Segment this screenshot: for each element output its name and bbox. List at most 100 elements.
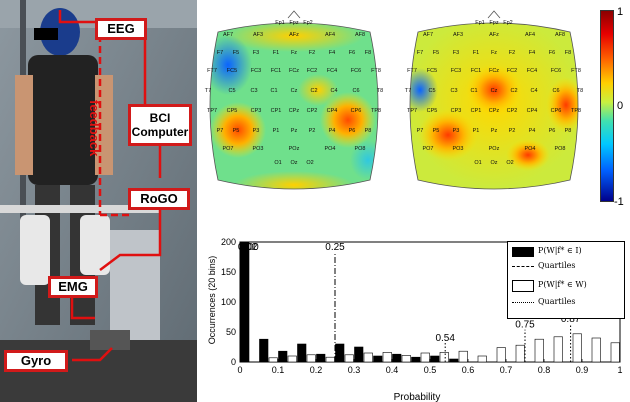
electrode-label-right-p3: P3 [453,128,460,134]
electrode-label-left-ft7: FT7 [207,68,217,74]
electrode-label-right-cp3: CP3 [451,108,462,114]
electrode-label-right-pz: Pz [491,128,498,134]
electrode-label-left-fc1: FC1 [271,68,281,74]
electrode-label-left-fc6: FC6 [351,68,361,74]
electrode-label-right-f2: F2 [509,50,515,56]
electrode-label-left-fz: Fz [291,50,297,56]
electrode-label-left-po4: PO4 [324,146,335,152]
bar-hollow [477,355,487,363]
electrode-label-left-fc3: FC3 [251,68,261,74]
legend-swatch-dotted [512,302,534,303]
bar-hollow [382,352,392,363]
electrode-label-right-af4: AF4 [525,32,535,38]
electrode-label-right-fz: Fz [491,50,497,56]
electrode-label-right-t7: T7 [405,88,411,94]
electrode-label-right-poz: POz [489,146,500,152]
electrode-label-left-f7: F7 [217,50,223,56]
x-tick-label: 0.7 [500,365,513,375]
electrode-label-left-p7: P7 [217,128,224,134]
electrode-label-left-fp2: Fp2 [303,20,312,26]
electrode-label-right-c5: C5 [428,88,435,94]
electrode-label-right-o2: O2 [506,160,513,166]
x-tick-label: 1 [617,365,622,375]
electrode-label-left-oz: Oz [290,160,297,166]
electrode-label-right-fc1: FC1 [471,68,481,74]
electrode-label-right-p8: P8 [565,128,572,134]
electrode-label-left-fcz: FCz [289,68,299,74]
bar-hollow [344,354,354,363]
electrode-label-right-fc6: FC6 [551,68,561,74]
bar-filled [430,355,440,363]
electrode-label-left-f4: F4 [329,50,335,56]
electrode-label-right-p7: P7 [417,128,424,134]
rogo-label: RoGO [128,188,190,210]
electrode-label-left-ft8: FT8 [371,68,381,74]
electrode-label-right-fc4: FC4 [527,68,537,74]
electrode-label-left-t7: T7 [205,88,211,94]
bar-hollow [591,337,601,363]
x-tick-label: 0.9 [576,365,589,375]
legend-entry-quartiles-1: Quartiles [538,261,576,270]
electrode-label-left-cp4: CP4 [327,108,338,114]
electrode-label-left-po7: PO7 [222,146,233,152]
electrode-label-right-fc3: FC3 [451,68,461,74]
electrode-label-left-p3: P3 [253,128,260,134]
electrode-label-left-cp6: CP6 [351,108,362,114]
bar-filled [411,356,421,363]
electrode-label-left-fp1: Fp1 [275,20,284,26]
electrode-label-right-f5: F5 [433,50,439,56]
legend-entry-hollow: P(W|f* ∈ W) [538,280,587,289]
bar-hollow [534,338,544,363]
bar-hollow [401,355,411,363]
x-tick-label: 0.6 [462,365,475,375]
colorbar-tick-min: -1 [614,196,624,208]
feedback-label: feedback [87,100,102,157]
electrode-label-left-o2: O2 [306,160,313,166]
bar-hollow [458,350,468,363]
electrode-label-left-fc2: FC2 [307,68,317,74]
bar-hollow [363,352,373,363]
bar-hollow [420,352,430,363]
electrode-label-right-f7: F7 [417,50,423,56]
electrode-label-left-p4: P4 [329,128,336,134]
bar-hollow [572,333,582,363]
electrode-label-right-c1: C1 [470,88,477,94]
electrode-label-left-f3: F3 [253,50,259,56]
electrode-label-right-p5: P5 [433,128,440,134]
legend-entry-filled: P(W|f* ∈ I) [538,246,582,255]
x-tick-label: 0.1 [272,365,285,375]
gyro-label: Gyro [4,350,68,372]
electrode-label-left-tp8: TP8 [371,108,381,114]
electrode-label-left-f1: F1 [273,50,279,56]
bar-hollow [325,356,335,363]
electrode-label-left-af7: AF7 [223,32,233,38]
electrode-label-left-c1: C1 [270,88,277,94]
electrode-label-left-p8: P8 [365,128,372,134]
probability-histogram: 0 0.1 0.2 0.3 0.4 0.5 0.6 0.7 0.8 0.9 1 0 50 100 150 20… [207,237,623,402]
colorbar-tick-max: 1 [617,6,624,18]
electrode-label-right-c4: C4 [530,88,537,94]
electrode-label-right-tp8: TP8 [571,108,581,114]
electrode-label-right-ft8: FT8 [571,68,581,74]
electrode-label-right-f8: F8 [565,50,571,56]
electrode-label-left-c6: C6 [352,88,359,94]
electrode-label-left-fpz: Fpz [289,20,298,26]
electrode-label-right-t8: T8 [577,88,583,94]
electrode-label-left-c5: C5 [228,88,235,94]
y-tick-label: 0 [231,357,236,367]
electrode-label-right-cp2: CP2 [507,108,518,114]
y-tick-label: 150 [221,267,236,277]
electrode-label-right-p2: P2 [509,128,516,134]
x-tick-label: 0 [237,365,242,375]
electrode-label-right-p6: P6 [549,128,556,134]
electrode-label-right-po4: PO4 [524,146,535,152]
quartile-label: 0.25 [325,242,345,253]
electrode-label-right-o1: O1 [474,160,481,166]
electrode-label-right-cp1: CP1 [471,108,482,114]
bar-filled [316,353,326,363]
bar-hollow [515,344,525,363]
scalp-map-left-svg: Fp1 Fpz Fp2 AF7 AF3 AFz AF4 AF8 F7 F5 F3 F1 Fz F2 F4 F6… [205,10,383,190]
electrode-label-left-af8: AF8 [355,32,365,38]
histogram-legend: P(W|f* ∈ I) Quartiles P(W|f* ∈ W) Quarti… [507,241,625,319]
electrode-label-left-af3: AF3 [253,32,263,38]
